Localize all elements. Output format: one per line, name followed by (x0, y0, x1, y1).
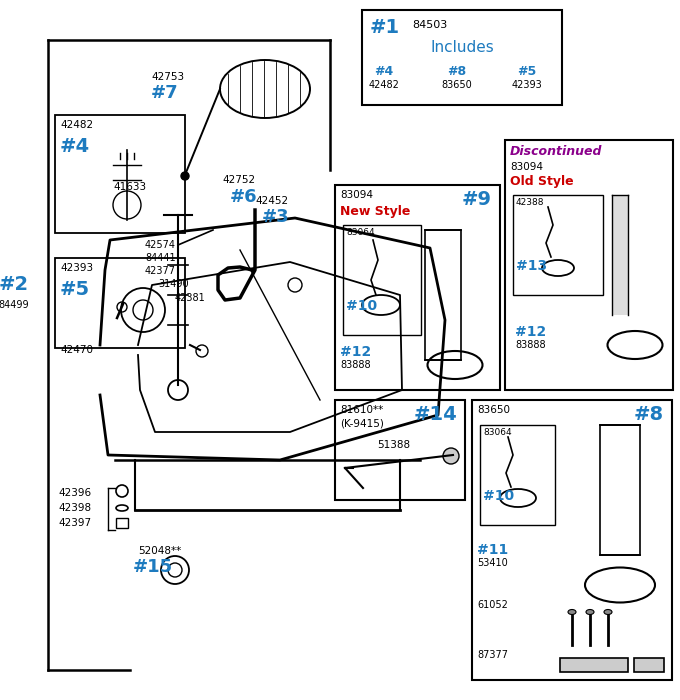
Text: #10: #10 (346, 299, 377, 313)
Text: #12: #12 (340, 345, 371, 359)
Text: 42398: 42398 (58, 503, 91, 513)
Text: 83888: 83888 (515, 340, 545, 350)
Text: #7: #7 (151, 84, 179, 102)
Bar (343, 225, 421, 335)
Text: #9: #9 (462, 190, 492, 209)
Bar (634, 658, 664, 672)
Bar (612, 195, 628, 315)
Text: 53410: 53410 (477, 558, 508, 568)
Text: 42377: 42377 (145, 266, 176, 276)
Text: #8: #8 (447, 65, 466, 78)
Text: 61052: 61052 (477, 600, 508, 610)
Text: 42752: 42752 (222, 175, 255, 185)
Text: 42396: 42396 (58, 488, 91, 498)
Bar (472, 400, 672, 680)
Text: #14: #14 (413, 405, 457, 424)
Text: 42753: 42753 (152, 72, 184, 82)
Text: 83650: 83650 (441, 80, 473, 90)
Text: 83888: 83888 (340, 360, 371, 370)
Text: 42393: 42393 (60, 263, 93, 273)
Text: 42482: 42482 (369, 80, 399, 90)
Text: 42393: 42393 (511, 80, 543, 90)
Text: #6: #6 (230, 188, 258, 206)
Text: Includes: Includes (430, 40, 494, 55)
Text: 84499: 84499 (0, 300, 29, 310)
Text: #13: #13 (516, 259, 547, 273)
Text: 83650: 83650 (477, 405, 510, 415)
Bar (116, 518, 128, 528)
Circle shape (181, 172, 189, 180)
Text: 84441: 84441 (145, 253, 175, 263)
Text: 42397: 42397 (58, 518, 91, 528)
Text: 87377: 87377 (477, 650, 508, 660)
Text: #10: #10 (483, 489, 514, 503)
Text: 42482: 42482 (60, 120, 93, 130)
Text: 83094: 83094 (340, 190, 373, 200)
Text: #5: #5 (60, 280, 90, 299)
Text: #4: #4 (60, 137, 90, 156)
Bar (55, 258, 185, 348)
Bar (480, 425, 555, 525)
Text: #15: #15 (133, 558, 173, 576)
Text: 51388: 51388 (377, 440, 410, 450)
Text: New Style: New Style (340, 205, 410, 218)
Text: 83064: 83064 (346, 228, 375, 237)
Ellipse shape (568, 610, 576, 615)
Text: Old Style: Old Style (510, 175, 574, 188)
Text: #4: #4 (375, 65, 394, 78)
Bar (505, 140, 673, 390)
Text: 42381: 42381 (175, 293, 206, 303)
Text: #5: #5 (517, 65, 537, 78)
Text: 83094: 83094 (510, 162, 543, 172)
Text: 52048**: 52048** (138, 546, 182, 556)
Text: 31490: 31490 (158, 279, 188, 289)
Text: #2: #2 (0, 276, 29, 295)
Text: 84503: 84503 (412, 20, 447, 30)
Text: 42452: 42452 (255, 196, 288, 206)
Text: #3: #3 (262, 208, 290, 226)
Bar (362, 10, 562, 105)
Text: 42574: 42574 (145, 240, 176, 250)
Bar (513, 195, 603, 295)
Text: #8: #8 (634, 405, 664, 424)
Text: #11: #11 (477, 543, 508, 557)
Ellipse shape (586, 610, 594, 615)
Bar (335, 400, 465, 500)
Text: 81610**: 81610** (340, 405, 384, 415)
Text: #12: #12 (515, 325, 546, 339)
Text: 83064: 83064 (483, 428, 511, 437)
Text: 42470: 42470 (60, 345, 93, 355)
Bar (335, 185, 500, 390)
Bar (425, 230, 461, 360)
Text: 41633: 41633 (113, 182, 146, 192)
Text: #1: #1 (370, 18, 400, 37)
Ellipse shape (604, 610, 612, 615)
Bar (560, 658, 628, 672)
Bar (55, 115, 185, 233)
Bar (600, 425, 640, 555)
Circle shape (443, 448, 459, 464)
Text: (K-9415): (K-9415) (340, 418, 384, 428)
Text: 42388: 42388 (516, 198, 545, 207)
Text: Discontinued: Discontinued (510, 145, 602, 158)
